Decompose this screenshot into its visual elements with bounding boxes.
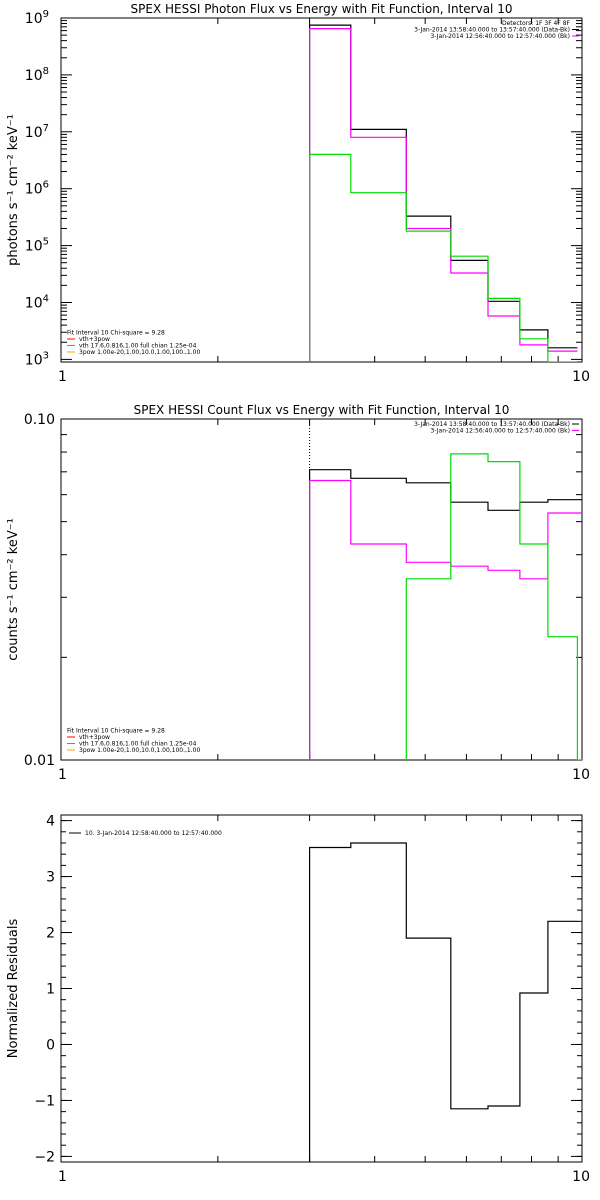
- photon-flux-series-2-step: [309, 153, 578, 362]
- photon-flux-legend-right-text: 3-Jan-2014 12:56:40.000 to 12:57:40.000 …: [430, 33, 570, 40]
- residuals-y-tick-label: −1: [34, 1093, 55, 1109]
- count-flux-series: [309, 453, 582, 760]
- count-flux-legend-left-text: Fit Interval 10 Chi-square = 9.28: [67, 728, 165, 735]
- photon-flux-legend-left-text: vth 17.6,0.816,1.00 full chian 1.25e-04: [79, 343, 197, 350]
- residuals-y-tick-label: 0: [46, 1037, 55, 1053]
- residuals-x-tick-label: 1: [58, 1169, 67, 1185]
- count-flux-series-0-step: [309, 469, 582, 760]
- residuals-series: [309, 842, 578, 1162]
- photon-flux-y-tick-label: 103: [25, 350, 49, 368]
- count-flux-series-2-step: [405, 453, 582, 760]
- count-flux-frame: [60, 418, 583, 761]
- count-flux-legend-left: Fit Interval 10 Chi-square = 9.28vth+3po…: [67, 728, 200, 754]
- photon-flux-y-tick-label: 106: [25, 180, 49, 198]
- count-flux-y-tick-label: 0.01: [24, 753, 55, 769]
- count-flux-legend-left-text: 3pow 1.00e-20,1.00,10.0,1.00,100.,1.00: [79, 747, 200, 754]
- count-flux-series-1-step: [309, 479, 582, 760]
- count-flux-x-tick-label: 10: [572, 767, 590, 783]
- photon-flux-plot: SPEX HESSI Photon Flux vs Energy with Fi…: [6, 2, 590, 385]
- photon-flux-x-tick-label: 1: [58, 369, 67, 385]
- residuals-legend-left: 10. 3-Jan-2014 12:58:40.000 to 12:57:40.…: [69, 830, 222, 837]
- photon-flux-series-1-step: [309, 28, 578, 362]
- residuals-frame: [60, 814, 583, 1163]
- residuals-y-ticks: −2 −1 0 1 2 3 4: [34, 814, 582, 1165]
- photon-flux-frame: [60, 17, 583, 363]
- photon-flux-legend-left-text: 3pow 1.00e-20,1.00,10.0,1.00,100.,1.00: [79, 349, 200, 356]
- residuals-y-tick-label: 1: [46, 982, 55, 998]
- count-flux-y-axis-label: counts s⁻¹ cm⁻² keV⁻¹: [6, 518, 21, 661]
- photon-flux-y-tick-label: 109: [25, 9, 49, 27]
- photon-flux-title: SPEX HESSI Photon Flux vs Energy with Fi…: [131, 2, 513, 16]
- residuals-plot: 1 10 −2 −1 0 1 2 3 4 Normalized Residuals 10. 3-Ja…: [6, 814, 590, 1185]
- count-flux-y-tick-label: 0.10: [24, 412, 55, 428]
- photon-flux-y-tick-label: 104: [25, 293, 49, 311]
- count-flux-plot: SPEX HESSI Count Flux vs Energy with Fit…: [6, 403, 590, 783]
- residuals-legend-left-text: 10. 3-Jan-2014 12:58:40.000 to 12:57:40.…: [85, 830, 222, 837]
- photon-flux-legend-left-text: vth+3pow: [79, 336, 110, 343]
- photon-flux-legend-left-text: Fit Interval 10 Chi-square = 9.28: [67, 330, 165, 337]
- residuals-y-tick-label: 4: [46, 814, 55, 830]
- photon-flux-series: [309, 24, 578, 362]
- count-flux-x-tick-label: 1: [58, 767, 67, 783]
- count-flux-legend-right: 3-Jan-2014 13:58:40.000 to 13:57:40.000 …: [414, 421, 579, 435]
- residuals-y-tick-label: 2: [46, 926, 55, 942]
- photon-flux-legend-right-text: Detectors: 1F 3F 4F 8F: [502, 20, 571, 27]
- residuals-series-0-step: [309, 842, 578, 1162]
- photon-flux-x-tick-label: 10: [572, 369, 590, 385]
- photon-flux-y-axis-label: photons s⁻¹ cm⁻² keV⁻¹: [6, 114, 21, 266]
- count-flux-legend-left-text: vth 17.6,0.816,1.00 full chian 1.25e-04: [79, 741, 197, 748]
- residuals-y-tick-label: −2: [34, 1149, 55, 1165]
- residuals-x-tick-label: 10: [572, 1169, 590, 1185]
- residuals-x-ticks: 1 10: [58, 815, 590, 1185]
- photon-flux-y-ticks: 103 104 105 106 107 108 109: [25, 9, 582, 368]
- count-flux-legend-right-text: 3-Jan-2014 13:58:40.000 to 13:57:40.000 …: [414, 421, 570, 428]
- residuals-y-axis-label: Normalized Residuals: [6, 919, 21, 1059]
- photon-flux-legend-left: Fit Interval 10 Chi-square = 9.28vth+3po…: [67, 330, 200, 356]
- photon-flux-y-tick-label: 108: [25, 66, 49, 84]
- photon-flux-y-tick-label: 105: [25, 237, 49, 255]
- count-flux-legend-right-text: 3-Jan-2014 12:56:40.000 to 12:57:40.000 …: [430, 428, 570, 435]
- count-flux-title: SPEX HESSI Count Flux vs Energy with Fit…: [134, 403, 510, 417]
- count-flux-y-ticks: 0.01 0.10: [24, 412, 582, 769]
- photon-flux-legend-right-text: 3-Jan-2014 13:58:40.000 to 13:57:40.000 …: [414, 27, 570, 34]
- photon-flux-legend-right: Detectors: 1F 3F 4F 8F3-Jan-2014 13:58:4…: [414, 20, 579, 40]
- photon-flux-series-0-step: [309, 24, 578, 362]
- residuals-y-tick-label: 3: [46, 870, 55, 886]
- count-flux-legend-left-text: vth+3pow: [79, 734, 110, 741]
- photon-flux-y-tick-label: 107: [25, 123, 49, 141]
